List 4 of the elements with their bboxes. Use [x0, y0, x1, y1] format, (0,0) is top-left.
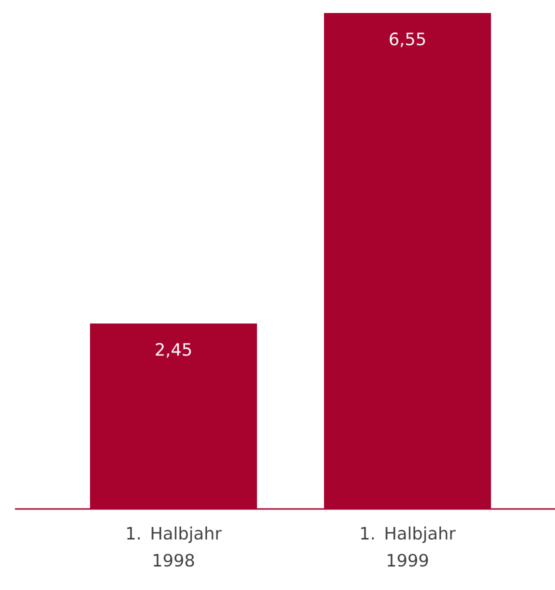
x-tick-label: 1. Halbjahr 1998	[127, 526, 222, 567]
x-tick-label: 1. Halbjahr 1999	[361, 526, 456, 567]
data-label: 6,55	[390, 32, 425, 48]
data-label: 2,45	[156, 342, 191, 358]
